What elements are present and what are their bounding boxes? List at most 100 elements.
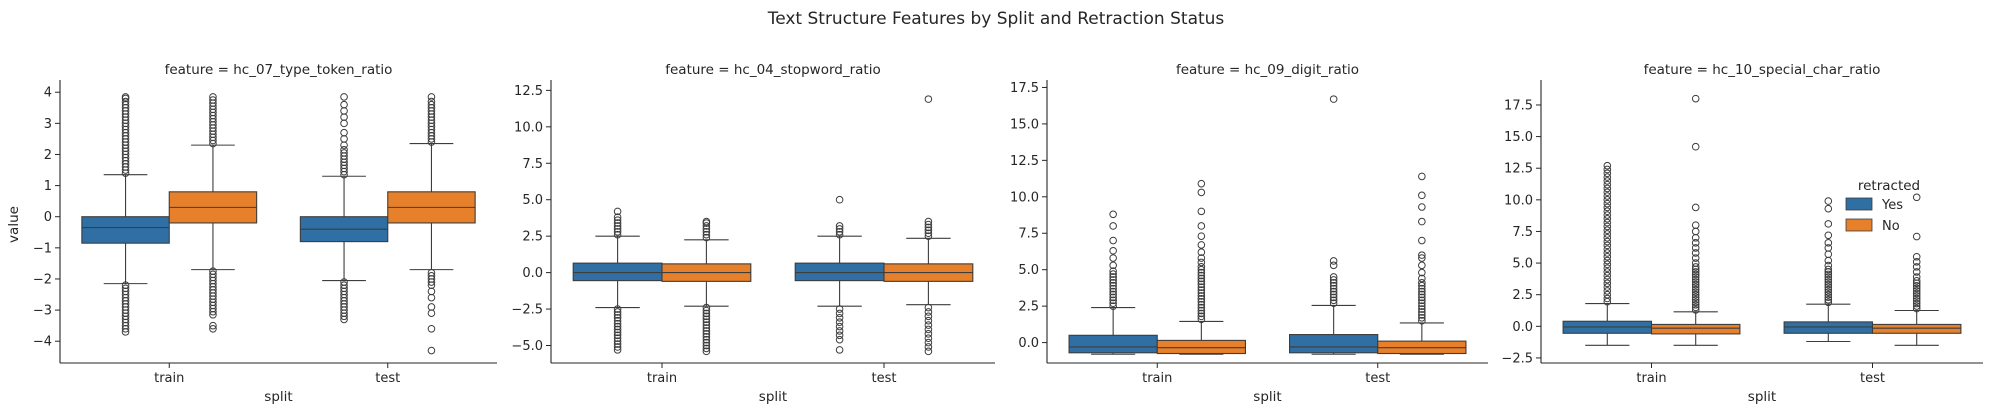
outlier-point xyxy=(1418,302,1426,310)
box-no-train xyxy=(168,93,258,333)
outlier-point xyxy=(427,97,436,106)
box-no-test xyxy=(387,93,476,355)
y-tick-label: 5.0 xyxy=(522,193,543,208)
outlier-point xyxy=(924,338,933,347)
outlier-point xyxy=(340,100,348,109)
outlier-point xyxy=(1603,177,1612,185)
outlier-point xyxy=(613,225,622,233)
outlier-point xyxy=(1824,256,1833,265)
outlier-point xyxy=(1197,306,1206,315)
outlier-point xyxy=(1603,165,1612,174)
outlier-point xyxy=(1691,306,1700,314)
outlier-point xyxy=(1418,299,1426,308)
panel-title: feature = hc_09_digit_ratio xyxy=(1176,62,1359,78)
outlier-point xyxy=(1418,311,1426,319)
outlier-point xyxy=(613,230,622,239)
outlier-point xyxy=(1824,288,1833,296)
legend-label-yes: Yes xyxy=(1881,198,1903,213)
outlier-point xyxy=(1418,305,1426,313)
outlier-point xyxy=(835,222,844,230)
outlier-point xyxy=(1691,288,1700,296)
outlier-point xyxy=(1824,204,1833,213)
outlier-point xyxy=(1603,188,1612,197)
y-tick-label: −1 xyxy=(33,241,52,256)
outlier-point xyxy=(1912,287,1921,295)
outlier-point xyxy=(924,316,933,325)
outlier-point xyxy=(1824,293,1833,302)
outlier-point xyxy=(1603,215,1612,223)
outlier-point xyxy=(1109,279,1117,287)
outlier-point xyxy=(1824,265,1833,274)
y-tick-label: 0.0 xyxy=(1018,336,1039,351)
outlier-point xyxy=(613,337,622,345)
outlier-point xyxy=(1691,280,1700,289)
x-tick-label: train xyxy=(1142,371,1172,386)
outlier-point xyxy=(427,346,436,355)
outlier-point xyxy=(613,222,622,230)
outlier-point xyxy=(1109,281,1117,290)
outlier-point xyxy=(1603,222,1612,231)
figure-title: Text Structure Features by Split and Ret… xyxy=(767,9,1225,29)
outlier-point xyxy=(1691,94,1700,103)
outlier-point xyxy=(340,141,348,149)
outlier-point xyxy=(1197,315,1206,324)
outlier-point xyxy=(835,227,844,236)
outlier-point xyxy=(702,303,711,312)
x-tick-label: test xyxy=(375,371,400,386)
outlier-point xyxy=(1418,316,1426,325)
outlier-point xyxy=(835,335,844,344)
outlier-point xyxy=(427,100,436,109)
outlier-point xyxy=(702,341,711,350)
outlier-point xyxy=(1197,232,1206,240)
outlier-point xyxy=(1691,268,1700,276)
y-tick-label: −3 xyxy=(33,304,52,319)
outlier-point xyxy=(1109,273,1117,281)
outlier-point xyxy=(1418,287,1426,296)
outlier-point xyxy=(1197,271,1206,280)
outlier-point xyxy=(1912,289,1921,298)
outlier-point xyxy=(613,325,622,334)
y-tick-label: 7.5 xyxy=(522,157,543,172)
outlier-point xyxy=(1912,232,1921,241)
box-iqr xyxy=(794,262,885,282)
outlier-point xyxy=(1691,142,1700,151)
outlier-point xyxy=(835,331,844,340)
outlier-point xyxy=(835,318,844,326)
outlier-point xyxy=(1197,289,1206,297)
box-no-train xyxy=(1156,179,1246,355)
outlier-point xyxy=(613,213,622,222)
outlier-point xyxy=(1824,283,1833,291)
y-tick-label: 10.0 xyxy=(1010,190,1039,205)
box-iqr xyxy=(572,262,663,282)
outlier-point xyxy=(1912,258,1921,266)
outlier-point xyxy=(1418,281,1426,290)
outlier-point xyxy=(924,312,933,321)
outlier-point xyxy=(1329,296,1338,305)
outlier-point xyxy=(1912,297,1921,305)
outlier-point xyxy=(924,95,933,103)
x-tick-label: test xyxy=(1365,371,1390,386)
outlier-point xyxy=(613,334,622,343)
outlier-point xyxy=(1824,244,1833,252)
outlier-point xyxy=(1824,239,1833,247)
outlier-point xyxy=(613,322,622,331)
x-tick-label: test xyxy=(1860,371,1885,386)
outlier-point xyxy=(924,325,933,334)
y-tick-label: 7.5 xyxy=(1018,227,1039,242)
outlier-point xyxy=(702,327,711,335)
outlier-point xyxy=(1603,294,1612,303)
outlier-point xyxy=(702,335,711,344)
outlier-point xyxy=(1691,303,1700,312)
outlier-point xyxy=(427,287,436,296)
outlier-point xyxy=(1418,296,1426,305)
outlier-point xyxy=(1824,275,1833,284)
outlier-point xyxy=(1691,270,1700,279)
outlier-point xyxy=(1912,263,1921,271)
box-iqr xyxy=(1650,323,1741,335)
box-yes-train xyxy=(81,93,170,336)
outlier-point xyxy=(1603,169,1612,178)
outlier-point xyxy=(1824,250,1833,259)
outlier-point xyxy=(613,216,622,224)
outlier-point xyxy=(1109,222,1117,230)
outlier-point xyxy=(1418,293,1426,302)
